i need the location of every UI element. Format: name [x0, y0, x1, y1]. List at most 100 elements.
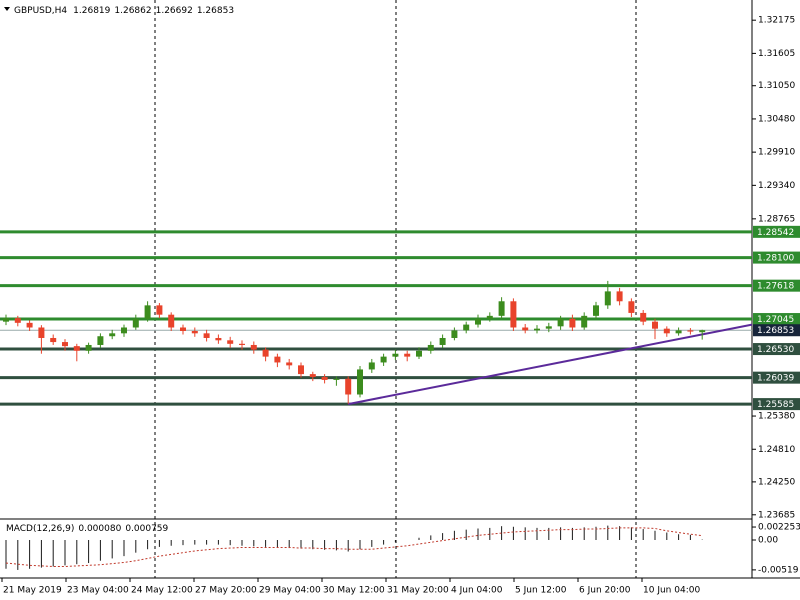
level-label: 1.28542 — [757, 228, 794, 238]
close-readout: 1.26853 — [197, 6, 234, 16]
candle-body — [498, 301, 505, 316]
candle-body — [262, 349, 269, 357]
level-label: 1.28100 — [757, 254, 794, 264]
candle-body — [357, 369, 363, 395]
level-label: 1.27045 — [757, 315, 794, 325]
macd-signal-line — [5, 527, 703, 567]
candle-body — [604, 291, 611, 306]
candle-body — [486, 315, 493, 319]
candle-body — [581, 315, 588, 328]
candle-body — [522, 327, 529, 331]
level-label: 1.26530 — [757, 345, 794, 355]
candle-body — [652, 321, 658, 329]
candle-body — [3, 318, 9, 322]
candle-body — [309, 374, 316, 378]
y-tick-label: 1.24250 — [758, 477, 795, 487]
level-label-box — [753, 225, 800, 238]
y-tick-label: 1.23685 — [758, 510, 795, 520]
level-label: 1.26039 — [757, 374, 794, 384]
x-tick-label: 5 Jun 12:00 — [515, 586, 567, 596]
candle-body — [345, 378, 352, 395]
candle-body — [14, 318, 21, 323]
x-tick-label: 23 May 04:00 — [67, 586, 129, 596]
level-label-box — [753, 343, 800, 356]
candle-body — [640, 312, 647, 322]
candle-body — [439, 337, 446, 345]
candle-body — [416, 350, 422, 357]
candle-body — [180, 327, 186, 331]
candle-body — [38, 327, 45, 338]
candle-body — [239, 343, 245, 345]
candle-body — [298, 365, 304, 375]
candle-body — [427, 344, 434, 351]
candle-body — [156, 305, 163, 315]
candle-body — [675, 330, 682, 334]
x-tick-label: 21 May 2019 — [3, 586, 62, 596]
level-label-box — [753, 251, 800, 264]
candle-body — [144, 305, 151, 319]
candle-body — [203, 333, 210, 338]
candle-body — [380, 356, 387, 363]
symbol: GBPUSD,H4 — [14, 6, 67, 16]
candle-body — [392, 353, 399, 357]
candle-body — [569, 318, 576, 328]
y-tick-label: 1.31050 — [758, 81, 795, 91]
candle-body — [321, 377, 328, 380]
y-tick-label: 1.28765 — [758, 214, 795, 224]
y-tick-label: 1.30480 — [758, 114, 795, 124]
candle-body — [699, 330, 706, 333]
candle-body — [274, 356, 281, 363]
candle-body — [451, 330, 458, 338]
x-tick-label: 29 May 04:00 — [259, 586, 321, 596]
macd-tick-label: 0.002253 — [758, 523, 800, 533]
macd-tick-label: -0.00519 — [758, 565, 799, 575]
y-tick-label: 1.31605 — [758, 49, 795, 59]
current-price-label: 1.26853 — [757, 326, 794, 336]
current-price-box — [753, 324, 800, 337]
candle-body — [534, 328, 540, 331]
candle-body — [368, 362, 375, 370]
x-tick-label: 31 May 20:00 — [387, 586, 449, 596]
candle-body — [26, 322, 33, 328]
candle-body — [404, 353, 411, 357]
candle-body — [463, 324, 470, 331]
macd-readout: 0.000080 — [78, 524, 121, 534]
candle-body — [687, 330, 694, 332]
signal-readout: 0.000759 — [125, 524, 168, 534]
macd-tick-label: 0.00 — [758, 536, 778, 546]
candle-body — [593, 305, 599, 316]
level-label-box — [753, 398, 800, 411]
chart-header: GBPUSD,H4 1.26819 1.26862 1.26692 1.26853 — [14, 6, 234, 16]
y-tick-label: 1.24810 — [758, 445, 795, 455]
y-tick-label: 1.32175 — [758, 16, 795, 26]
candle-body — [121, 327, 127, 334]
level-label-box — [753, 371, 800, 384]
open-readout: 1.26819 — [73, 6, 110, 16]
candle-body — [132, 318, 139, 328]
candle-body — [333, 378, 340, 380]
candle-body — [85, 344, 92, 351]
level-label: 1.27618 — [757, 282, 794, 292]
x-tick-label: 4 Jun 04:00 — [451, 586, 503, 596]
y-tick-label: 1.29910 — [758, 148, 795, 158]
x-tick-label: 24 May 12:00 — [131, 586, 193, 596]
candle-body — [227, 340, 234, 344]
candle-body — [510, 301, 517, 328]
macd-label: MACD(12,26,9) — [6, 524, 74, 534]
candle-body — [215, 337, 222, 341]
candle-body — [628, 301, 635, 313]
candle-body — [475, 318, 481, 325]
candle-body — [616, 291, 623, 302]
candle-body — [73, 346, 80, 351]
x-tick-label: 30 May 12:00 — [323, 586, 385, 596]
header-triangle — [4, 7, 10, 11]
y-tick-label: 1.29340 — [758, 181, 795, 191]
level-label-box — [753, 279, 800, 292]
level-label: 1.25585 — [757, 400, 794, 410]
x-tick-label: 27 May 20:00 — [195, 586, 257, 596]
level-label-box — [753, 313, 800, 326]
trendline — [348, 323, 753, 406]
candle-body — [62, 342, 68, 347]
